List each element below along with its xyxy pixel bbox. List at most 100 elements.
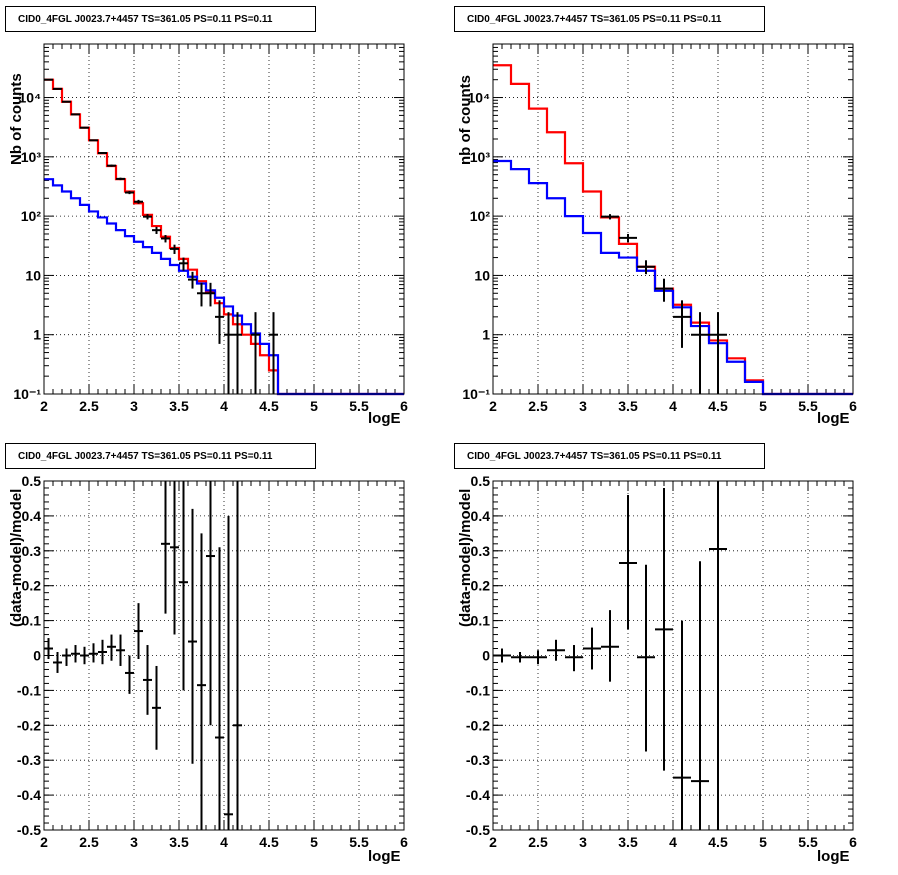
x-tick-label: 3 (579, 834, 587, 850)
series-line (44, 178, 404, 396)
data-point (71, 113, 80, 116)
x-tick-label: 4.5 (708, 834, 728, 850)
residual-point (143, 645, 152, 715)
x-axis-label: logE (368, 848, 401, 865)
plot-frame (492, 43, 854, 395)
x-tick-label: 3.5 (169, 834, 189, 850)
x-tick-label: 3.5 (169, 398, 189, 414)
series-line (493, 159, 853, 396)
data-point (655, 278, 673, 302)
x-tick-label: 4.5 (259, 398, 279, 414)
plot-frame (43, 43, 405, 395)
residual-point (233, 481, 242, 830)
x-tick-label: 5 (310, 398, 318, 414)
y-tick-label: 0.3 (471, 543, 491, 559)
y-tick-label: 0.2 (22, 578, 42, 594)
data-point (116, 177, 125, 181)
y-tick-label: 10⁻¹ (462, 386, 490, 402)
y-tick-label: -0.4 (17, 787, 41, 803)
data-point (269, 312, 278, 394)
residual-point (547, 639, 565, 661)
spectrum-panel-left: 2 2.5 3 3.5 4 4.5 5 5.5 6 10⁻¹ 1 10 10² 10³ 10⁴ CID0_4… (0, 0, 449, 437)
y-tick-label: 1 (33, 327, 41, 343)
residual-point (134, 603, 143, 659)
residual-point (215, 547, 224, 830)
y-tick-label: 0 (482, 648, 490, 664)
data-point (601, 214, 619, 220)
y-axis-label: nb of counts (457, 75, 474, 165)
residual-point (188, 508, 197, 764)
data-point (89, 139, 98, 142)
residual-point (224, 515, 233, 830)
panel-title: CID0_4FGL J0023.7+4457 TS=361.05 PS=0.11… (454, 443, 765, 469)
residual-point (152, 665, 161, 750)
data-point (619, 233, 637, 243)
x-tick-label: 3 (130, 834, 138, 850)
x-tick-label: 4.5 (259, 834, 279, 850)
y-tick-label: 0.3 (22, 543, 42, 559)
y-tick-label: 10⁻¹ (13, 386, 41, 402)
y-tick-label: -0.2 (17, 717, 41, 733)
data-point (673, 300, 691, 348)
residual-point (98, 639, 107, 665)
residual-point (44, 638, 53, 659)
y-tick-label: 0.5 (471, 473, 491, 489)
data-point (251, 312, 260, 394)
x-tick-label: 5 (759, 398, 767, 414)
x-tick-label: 4.5 (708, 398, 728, 414)
y-tick-label: 0.4 (22, 508, 42, 524)
residual-point (80, 646, 89, 665)
data-point (134, 199, 143, 204)
residual-point (619, 494, 637, 630)
residual-point (565, 645, 583, 672)
residual-point (206, 481, 215, 726)
residual-point (170, 481, 179, 635)
x-tick-label: 6 (849, 834, 857, 850)
x-axis-label: logE (817, 410, 850, 427)
x-tick-label: 3 (130, 398, 138, 414)
x-tick-label: 6 (400, 398, 408, 414)
x-tick-label: 4 (220, 398, 228, 414)
residual-point (637, 564, 655, 752)
residual-point (493, 648, 511, 663)
data-point (224, 312, 233, 394)
y-tick-label: 0.1 (471, 613, 491, 629)
x-tick-label: 5 (310, 834, 318, 850)
x-tick-label: 2.5 (79, 398, 99, 414)
data-point (206, 282, 215, 307)
residual-point (53, 652, 62, 673)
data-point (170, 244, 179, 254)
residual-point (691, 561, 709, 830)
y-tick-label: 10² (470, 208, 491, 224)
residual-point (511, 652, 529, 663)
panel-title: CID0_4FGL J0023.7+4457 TS=361.05 PS=0.11… (5, 443, 316, 469)
y-tick-label: -0.5 (466, 822, 490, 838)
x-tick-label: 2 (489, 398, 497, 414)
x-tick-label: 5 (759, 834, 767, 850)
data-point (197, 282, 206, 307)
residual-point (655, 487, 673, 771)
spectrum-plot-left: 2 2.5 3 3.5 4 4.5 5 5.5 6 10⁻¹ 1 10 10² 10³ 10⁴ (13, 43, 408, 414)
x-tick-label: 4 (669, 398, 677, 414)
data-point (98, 152, 107, 155)
y-tick-label: 10 (25, 267, 41, 283)
y-tick-label: 10³ (470, 149, 491, 165)
residual-plot-left: 2 2.5 3 3.5 4 4.5 5 5.5 6 -0.5 -0.4 -0.3 -0.2 -0.1 0 0.… (17, 473, 408, 850)
residual-point (709, 481, 727, 830)
y-axis-label: Nb of counts (8, 73, 25, 165)
residual-panel-right: 2 2.5 3 3.5 4 4.5 5 5.5 6 -0.5 -0.4 -0.3 -0.2 -0.1 0 0.… (449, 437, 898, 875)
data-point (188, 271, 197, 289)
data-point (691, 312, 709, 394)
residual-point (601, 610, 619, 682)
x-tick-label: 3 (579, 398, 587, 414)
x-tick-label: 3.5 (618, 834, 638, 850)
x-tick-label: 5.5 (349, 834, 369, 850)
data-point (161, 235, 170, 243)
residual-point (673, 620, 691, 830)
x-tick-label: 4 (220, 834, 228, 850)
spectrum-plot-right: 2 2.5 3 3.5 4 4.5 5 5.5 6 10⁻¹ 1 10 10² 10³ 10⁴ (462, 43, 857, 414)
y-tick-label: 0 (33, 648, 41, 664)
plot-frame (43, 480, 405, 831)
y-axis-label: (data-model)/model (8, 488, 25, 627)
x-tick-label: 6 (849, 398, 857, 414)
